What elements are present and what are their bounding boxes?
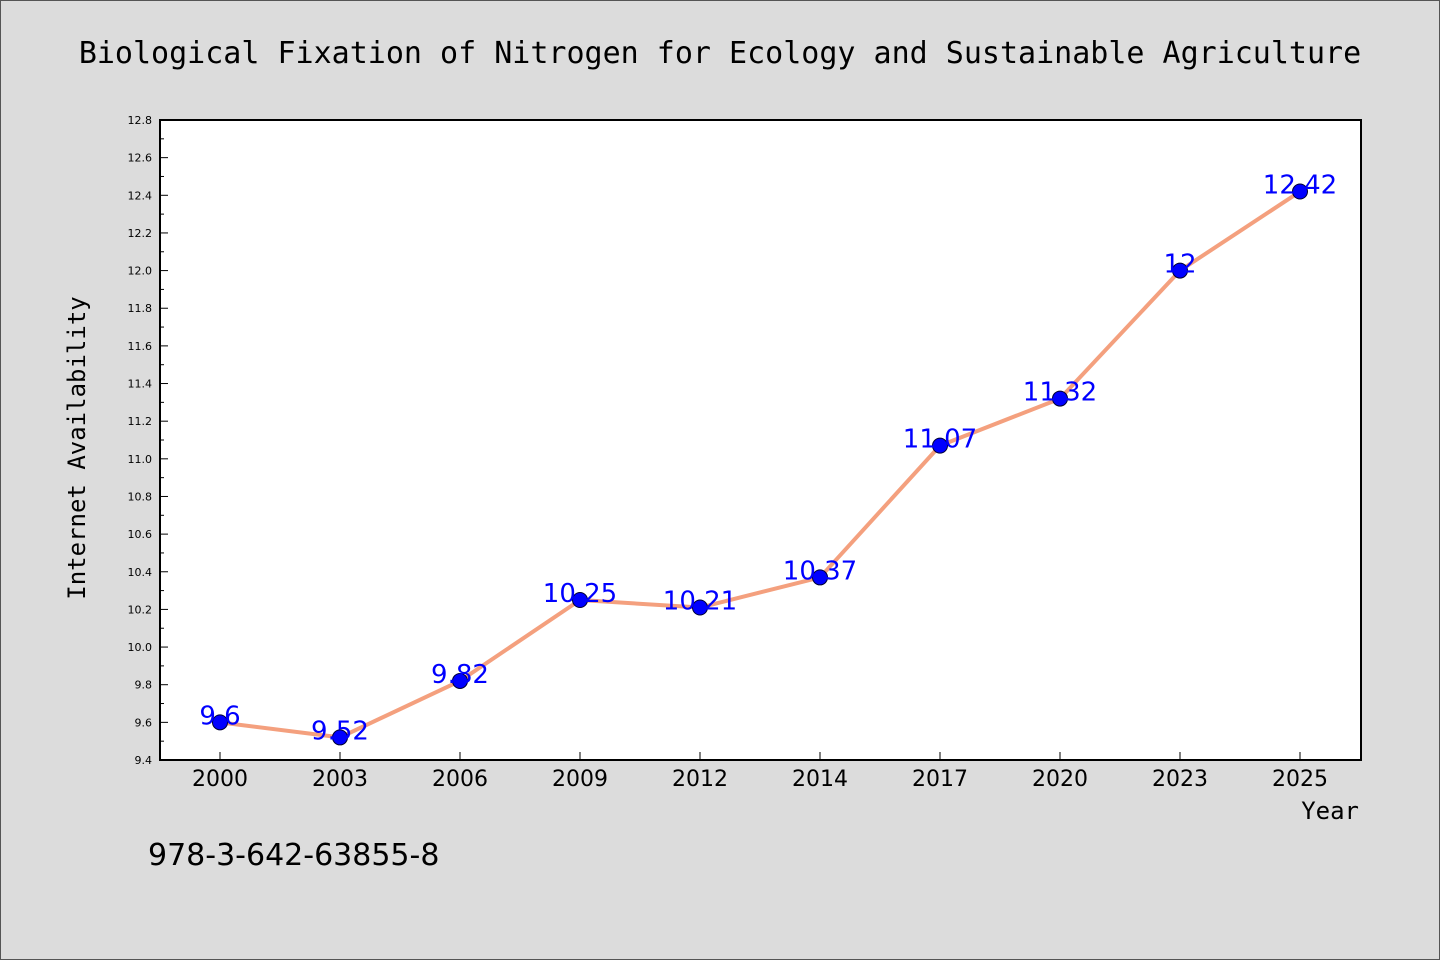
data-label: 9.6 bbox=[199, 701, 240, 731]
y-tick-label: 10.8 bbox=[128, 490, 153, 503]
data-label: 11.32 bbox=[1023, 378, 1097, 408]
y-tick-label: 12.8 bbox=[128, 114, 153, 127]
data-point bbox=[212, 714, 228, 731]
data-label: 12.42 bbox=[1263, 171, 1337, 201]
y-tick-label: 11.8 bbox=[128, 302, 153, 315]
x-tick-label: 2012 bbox=[672, 767, 728, 792]
data-point bbox=[1052, 390, 1068, 407]
series-line bbox=[218, 189, 1302, 740]
x-tick-label: 2017 bbox=[912, 767, 968, 792]
data-point bbox=[1292, 183, 1308, 200]
x-axis: 2000 2003 2006 2009 2012 2014 2017 2020 2023 2025 bbox=[192, 752, 1328, 792]
y-tick-label: 9.6 bbox=[135, 716, 153, 729]
x-tick-label: 2006 bbox=[432, 767, 488, 792]
y-tick-label: 10.6 bbox=[128, 528, 153, 541]
data-label: 10.37 bbox=[783, 556, 857, 586]
data-label: 10.25 bbox=[543, 579, 617, 609]
x-tick-label: 2023 bbox=[1152, 767, 1208, 792]
y-tick-label: 12.4 bbox=[128, 189, 153, 202]
y-tick-label: 10.4 bbox=[128, 566, 153, 579]
y-tick-label: 10.0 bbox=[128, 641, 153, 654]
x-tick-label: 2003 bbox=[312, 767, 368, 792]
data-label: 11.07 bbox=[903, 425, 977, 455]
y-tick-label: 12.6 bbox=[128, 152, 153, 165]
y-tick-label: 11.2 bbox=[128, 415, 153, 428]
plot-area bbox=[159, 119, 1362, 761]
y-axis-title: Internet Availability bbox=[63, 296, 91, 599]
series-line-group bbox=[218, 189, 1302, 740]
data-point bbox=[1172, 262, 1188, 279]
x-tick-label: 2009 bbox=[552, 767, 608, 792]
y-tick-label: 12.2 bbox=[128, 227, 153, 240]
y-tick-label: 10.2 bbox=[128, 603, 153, 616]
data-label: 10.21 bbox=[663, 587, 737, 617]
data-labels: 9.6 9.52 9.82 10.25 10.21 10.37 11.07 11.32 12 12… bbox=[199, 171, 1337, 747]
x-tick-label: 2014 bbox=[792, 767, 848, 792]
data-point bbox=[452, 672, 468, 689]
y-tick-label: 9.4 bbox=[135, 754, 153, 767]
data-label: 12 bbox=[1163, 250, 1196, 280]
y-tick-label: 12.0 bbox=[128, 265, 153, 278]
y-tick-label: 9.8 bbox=[135, 679, 153, 692]
isbn-text: 978-3-642-63855-8 bbox=[148, 838, 439, 873]
data-label: 9.82 bbox=[431, 660, 489, 690]
y-tick-label: 11.0 bbox=[128, 453, 153, 466]
data-point bbox=[572, 592, 588, 608]
data-point bbox=[332, 729, 348, 746]
x-axis-title: Year bbox=[1301, 797, 1359, 825]
data-point bbox=[812, 569, 828, 586]
data-point bbox=[932, 437, 948, 454]
x-tick-label: 2020 bbox=[1032, 767, 1088, 792]
data-point bbox=[692, 599, 708, 616]
series-markers bbox=[212, 183, 1308, 746]
chart-title: Biological Fixation of Nitrogen for Ecol… bbox=[79, 36, 1361, 71]
y-axis: 9.4 9.6 9.8 10.0 10.2 10.4 10.6 10.8 11.0 11.2 11.… bbox=[128, 114, 168, 767]
x-tick-label: 2000 bbox=[192, 767, 248, 792]
x-tick-label: 2025 bbox=[1272, 767, 1328, 792]
y-tick-label: 11.4 bbox=[128, 378, 153, 391]
y-tick-label: 11.6 bbox=[128, 340, 153, 353]
data-label: 9.52 bbox=[311, 716, 369, 746]
